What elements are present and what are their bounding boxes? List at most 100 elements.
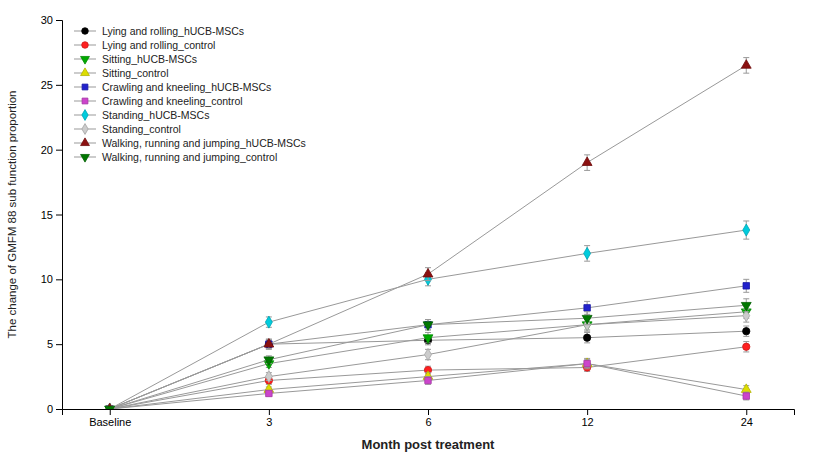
error-bar (584, 358, 590, 368)
error-bar-cap (584, 170, 590, 171)
series (106, 342, 750, 409)
point (743, 224, 750, 236)
legend-symbol (82, 110, 88, 121)
legend-symbol (82, 28, 89, 35)
series-line (110, 230, 747, 409)
legend-symbol (82, 124, 88, 135)
x-tick: Baseline (89, 409, 131, 428)
x-tick: 6 (425, 409, 431, 428)
y-tick-mark (56, 20, 62, 21)
error-bar (584, 360, 590, 368)
point (425, 377, 431, 383)
point (584, 360, 590, 366)
point (264, 338, 274, 347)
x-axis: Baseline361224 (63, 409, 795, 428)
legend-label: Walking, running and jumping_control (102, 151, 277, 163)
error-bar-cap (584, 245, 590, 246)
y-tick: 10 (41, 273, 62, 285)
x-tick-mark (587, 409, 588, 415)
error-bar-cap (743, 351, 749, 352)
y-tick: 20 (41, 144, 62, 156)
legend-item: Crawling and kneeling_control (74, 95, 243, 107)
point (266, 390, 272, 396)
error-bar-cap (743, 326, 749, 327)
series-line (110, 286, 747, 409)
point (423, 335, 433, 344)
error-bar-cap (584, 342, 590, 343)
error-bar-cap (266, 355, 272, 356)
error-bar-cap (743, 73, 749, 74)
y-tick-label: 10 (41, 273, 53, 285)
legend-item: Crawling and kneeling_hUCB-MSCs (74, 81, 271, 93)
legend-item: Standing_control (74, 123, 181, 135)
y-tick-label: 20 (41, 144, 53, 156)
error-bar-cap (584, 311, 590, 312)
series-line (110, 316, 747, 409)
legend-label: Standing_control (102, 123, 181, 135)
legend-label: Sitting_control (102, 67, 169, 79)
y-tick-mark (56, 215, 62, 216)
legend-item: Lying and rolling_hUCB-MSCs (74, 25, 244, 37)
error-bar-cap (584, 332, 590, 333)
legend-label: Sitting_hUCB-MSCs (102, 53, 197, 65)
error-bar (743, 279, 749, 292)
point (584, 247, 591, 259)
series-line (110, 312, 747, 409)
series (106, 221, 749, 409)
x-axis-line (63, 410, 795, 416)
error-bar-cap (425, 319, 431, 320)
error-bar-cap (584, 368, 590, 369)
x-tick-mark (269, 409, 270, 415)
x-tick-label: 12 (582, 416, 594, 428)
y-tick-mark (56, 279, 62, 280)
point (425, 349, 432, 361)
legend-label: Crawling and kneeling_control (102, 95, 243, 107)
y-tick: 0 (47, 403, 62, 415)
series (105, 299, 751, 409)
legend-symbol (82, 98, 88, 104)
error-bar (743, 326, 749, 336)
error-bar-cap (266, 349, 272, 350)
series-line (110, 347, 747, 409)
point (265, 371, 272, 383)
legend-item: Lying and rolling_control (74, 39, 215, 51)
point (105, 406, 115, 409)
legend-label: Standing_hUCB-MSCs (102, 109, 209, 121)
x-tick-mark (746, 409, 747, 415)
error-bar (266, 317, 272, 327)
point (582, 315, 592, 324)
point (743, 343, 750, 350)
error-bar-cap (425, 319, 431, 320)
y-tick-mark (56, 344, 62, 345)
legend-symbol (81, 68, 90, 76)
point (105, 406, 115, 409)
error-bar-cap (743, 57, 749, 58)
point (264, 357, 274, 366)
legend-symbol (81, 154, 90, 162)
error-bar-cap (743, 279, 749, 280)
legend-item: Walking, running and jumping_control (74, 151, 277, 163)
point (743, 328, 750, 335)
series (105, 305, 751, 409)
legend-symbol (81, 138, 90, 146)
error-bar-cap (425, 280, 431, 281)
error-bar-cap (743, 239, 749, 240)
plot: Baseline361224051015202530Lying and roll… (41, 14, 795, 428)
x-tick-label: 3 (266, 416, 272, 428)
chart: Baseline361224051015202530Lying and roll… (0, 0, 814, 461)
y-axis: 051015202530 (41, 14, 63, 415)
series-line (110, 305, 747, 409)
y-tick-label: 15 (41, 209, 53, 221)
series (105, 358, 751, 409)
x-tick: 3 (266, 409, 272, 428)
point (741, 302, 751, 311)
point (265, 316, 272, 328)
error-bar (584, 332, 590, 342)
y-tick-mark (56, 150, 62, 151)
y-tick: 5 (47, 338, 62, 350)
x-tick-mark (110, 409, 111, 415)
point (741, 60, 751, 69)
point (743, 283, 749, 289)
point (741, 384, 751, 393)
y-tick-mark (56, 409, 62, 410)
